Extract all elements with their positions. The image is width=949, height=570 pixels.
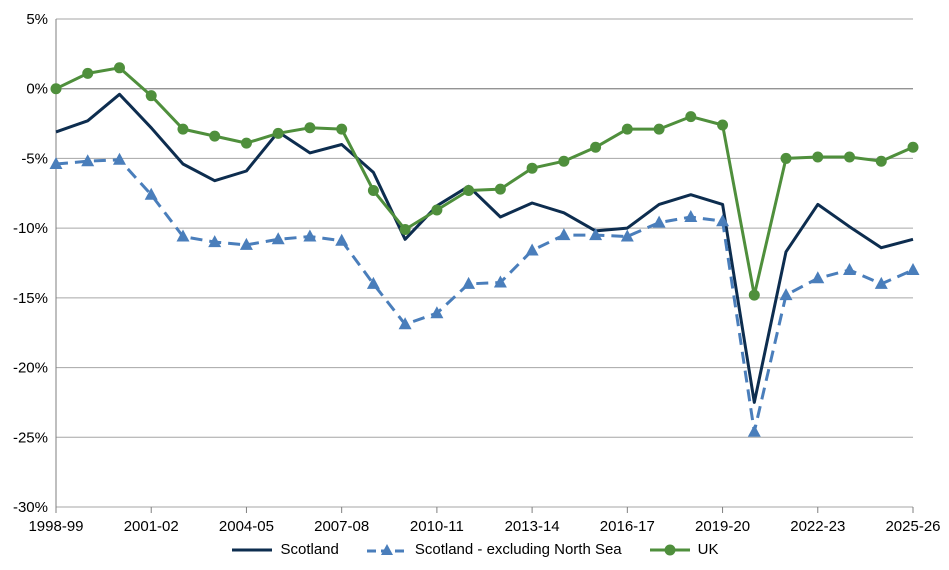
data-point-1 (557, 228, 571, 241)
data-point-2 (145, 90, 157, 102)
x-tick-label: 2004-05 (219, 518, 274, 535)
data-point-2 (780, 152, 792, 164)
legend-swatch-uk (649, 544, 690, 555)
data-point-1 (81, 154, 95, 167)
data-point-1 (652, 215, 666, 228)
data-point-1 (303, 229, 317, 242)
y-tick-label: 0% (26, 81, 48, 98)
data-point-2 (463, 184, 475, 196)
legend-label-scotland-excl-north-sea: Scotland - excluding North Sea (414, 541, 622, 558)
line-chart-plot: 5% 0% -5% -10% -15% -20% -25% -30% 1998-99 2001-0… (13, 11, 941, 535)
data-point-1 (843, 263, 856, 275)
data-point-2 (304, 122, 316, 134)
legend-label-scotland: Scotland (280, 541, 339, 558)
data-point-1 (493, 275, 507, 288)
data-point-2 (431, 204, 443, 216)
data-point-1 (113, 152, 126, 165)
data-point-2 (272, 127, 284, 139)
x-tick-label: 1998-99 (28, 518, 83, 535)
data-point-2 (558, 155, 570, 167)
data-point-1 (620, 229, 634, 242)
data-point-1 (335, 233, 349, 246)
data-point-1 (589, 228, 603, 241)
data-point-2 (526, 162, 538, 174)
data-point-1 (176, 229, 190, 242)
data-point-1 (398, 317, 412, 330)
data-point-1 (271, 232, 285, 245)
x-tick-label: 2019-20 (695, 518, 750, 535)
y-tick-label: -10% (13, 220, 48, 237)
x-tick-label: 2022-23 (790, 518, 845, 535)
data-point-1 (525, 243, 539, 256)
series-lines (49, 62, 920, 437)
data-point-2 (209, 130, 221, 142)
axes: 5% 0% -5% -10% -15% -20% -25% -30% 1998-99 2001-0… (13, 11, 941, 535)
data-point-2 (177, 123, 189, 135)
data-point-2 (367, 184, 379, 196)
legend-item-scotland-excl-north-sea: Scotland - excluding North Sea (365, 541, 622, 558)
data-point-2 (812, 151, 824, 163)
data-point-2 (717, 119, 729, 131)
data-point-2 (240, 137, 252, 149)
y-tick-label: -5% (21, 150, 48, 167)
legend: Scotland Scotland - excluding North Sea … (0, 541, 949, 558)
data-point-2 (113, 62, 125, 74)
data-point-1 (208, 235, 222, 248)
legend-item-uk: UK (648, 541, 719, 558)
y-tick-label: 5% (26, 11, 48, 28)
y-tick-label: -15% (13, 290, 48, 307)
x-tick-label: 2010-11 (410, 518, 464, 535)
x-tick-label: 2007-08 (314, 518, 369, 535)
data-point-2 (653, 123, 665, 135)
data-point-1 (906, 263, 920, 275)
y-tick-label: -25% (13, 429, 48, 446)
data-point-2 (685, 111, 697, 123)
data-point-1 (874, 276, 888, 289)
data-point-2 (399, 224, 411, 236)
data-point-2 (82, 67, 94, 79)
y-tick-label: -20% (13, 360, 48, 377)
data-point-2 (844, 151, 856, 163)
data-point-1 (811, 271, 825, 284)
legend-label-uk: UK (697, 541, 719, 558)
series-line-0 (55, 92, 914, 404)
data-point-1 (747, 424, 761, 437)
x-tick-label: 2013-14 (505, 518, 560, 535)
data-point-2 (875, 155, 887, 167)
data-point-1 (430, 306, 444, 319)
legend-swatch-scotland-excl-north-sea (366, 543, 407, 555)
x-tick-label: 2001-02 (124, 518, 179, 535)
series-line-2 (55, 66, 914, 297)
data-point-1 (716, 214, 730, 227)
data-point-1 (49, 157, 63, 169)
series-line-1 (55, 158, 914, 434)
legend-item-scotland: Scotland (230, 541, 339, 558)
y-tick-label: -30% (13, 499, 48, 516)
data-point-2 (590, 141, 602, 153)
data-point-2 (50, 83, 62, 95)
data-point-1 (239, 237, 253, 250)
data-point-1 (462, 276, 476, 289)
data-point-2 (336, 123, 348, 135)
data-point-2 (494, 183, 506, 195)
data-point-1 (144, 187, 158, 200)
data-point-1 (684, 210, 698, 222)
x-tick-label: 2016-17 (600, 518, 655, 535)
data-point-1 (366, 276, 380, 289)
data-point-1 (779, 288, 793, 301)
data-point-2 (748, 289, 760, 301)
legend-swatch-scotland (232, 548, 273, 551)
data-point-2 (907, 141, 919, 153)
data-point-2 (621, 123, 633, 135)
x-tick-label: 2025-26 (885, 518, 940, 535)
